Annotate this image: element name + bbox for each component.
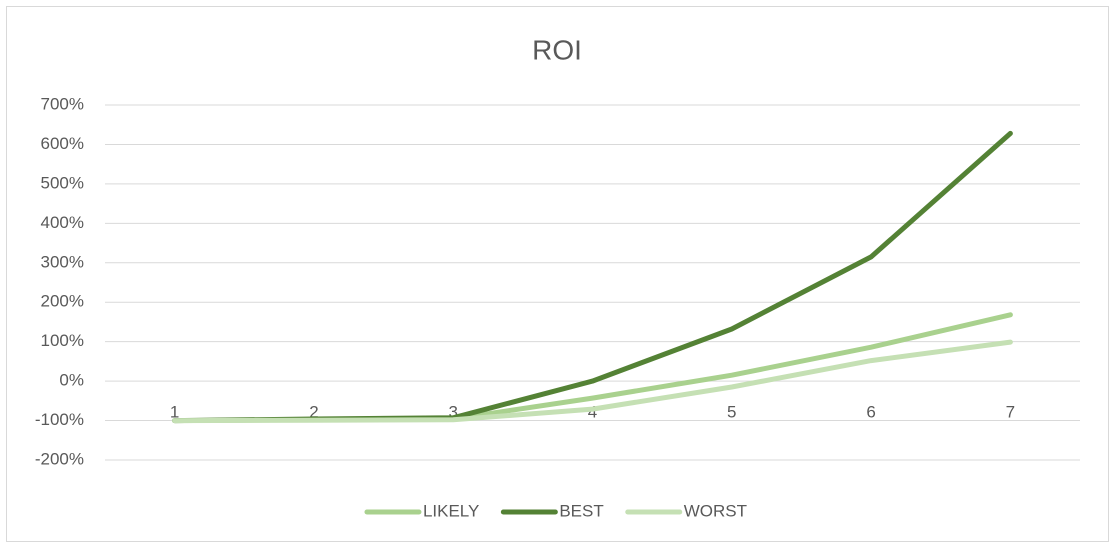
- x-tick-label: 2: [309, 403, 318, 422]
- chart-title: ROI: [532, 34, 582, 65]
- y-tick-label: 200%: [41, 292, 84, 311]
- y-tick-label: 600%: [41, 134, 84, 153]
- y-tick-label: 0%: [59, 371, 84, 390]
- y-tick-label: 100%: [41, 331, 84, 350]
- y-tick-label: 400%: [41, 213, 84, 232]
- x-tick-label: 3: [448, 403, 457, 422]
- y-tick-label: -200%: [35, 449, 84, 468]
- x-tick-label: 6: [866, 403, 875, 422]
- x-tick-label: 7: [1006, 403, 1015, 422]
- x-tick-label: 5: [727, 403, 736, 422]
- legend-label: WORST: [684, 501, 747, 520]
- x-tick-label: 4: [588, 403, 597, 422]
- y-tick-label: 700%: [41, 94, 84, 113]
- y-tick-label: 300%: [41, 252, 84, 271]
- chart-border: [6, 6, 1109, 542]
- legend-label: BEST: [559, 501, 603, 520]
- legend-label: LIKELY: [423, 501, 479, 520]
- y-tick-label: 500%: [41, 173, 84, 192]
- line-series: [172, 339, 1013, 424]
- x-tick-label: 1: [170, 403, 179, 422]
- y-tick-label: -100%: [35, 410, 84, 429]
